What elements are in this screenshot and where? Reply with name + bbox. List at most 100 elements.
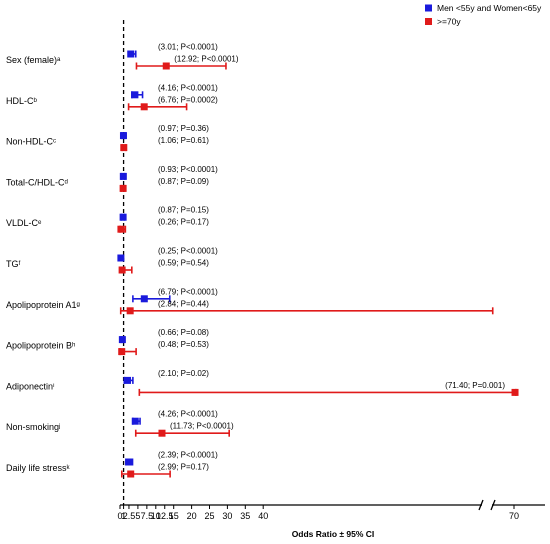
annotation-young-3: (0.93; P<0.0001) bbox=[158, 165, 218, 174]
estimate-old-2: (1.06; P=0.61) bbox=[120, 136, 209, 152]
row-label-9: Non-smokingʲ bbox=[6, 422, 60, 432]
annotation-old-2: (1.06; P=0.61) bbox=[158, 136, 209, 145]
plot-rows: Sex (female)ᵃ (3.01; P<0.0001) (12.92; P<0… bbox=[6, 20, 519, 505]
x-tick-label-6: 12.5 bbox=[156, 511, 174, 521]
legend-swatch-0 bbox=[425, 4, 432, 12]
annotation-young-10: (2.39; P<0.0001) bbox=[158, 451, 218, 460]
annotation-young-6: (6.79; P<0.0001) bbox=[158, 287, 218, 296]
x-tick-label-10: 30 bbox=[222, 511, 232, 521]
x-tick-label-5: 10 bbox=[151, 511, 161, 521]
row-label-7: Apolipoprotein Bʰ bbox=[6, 341, 76, 351]
estimate-young-8: (2.10; P=0.02) bbox=[123, 369, 209, 384]
axis-break-mark-1 bbox=[490, 499, 496, 511]
x-tick-label-11: 35 bbox=[240, 511, 250, 521]
estimate-young-7: (0.66; P=0.08) bbox=[118, 328, 209, 344]
point-old-5 bbox=[118, 266, 126, 274]
x-tick-label-3: 5 bbox=[135, 511, 140, 521]
estimate-young-6: (6.79; P<0.0001) bbox=[132, 287, 218, 303]
point-young-7 bbox=[118, 336, 126, 344]
legend-label-0: Men <55y and Women<65y bbox=[437, 3, 542, 13]
estimate-young-2: (0.97; P=0.36) bbox=[119, 124, 209, 140]
annotation-old-4: (0.26; P=0.17) bbox=[158, 218, 209, 227]
point-young-5 bbox=[117, 254, 125, 262]
legend: Men <55y and Women<65y >=70y bbox=[425, 3, 542, 27]
estimate-young-4: (0.87; P=0.15) bbox=[119, 206, 209, 221]
estimate-old-8: (71.40; P=0.001) bbox=[138, 381, 519, 396]
annotation-young-2: (0.97; P=0.36) bbox=[158, 124, 209, 133]
axis-break-mark-0 bbox=[478, 499, 484, 511]
estimate-old-7: (0.48; P=0.53) bbox=[118, 340, 209, 356]
annotation-old-1: (6.76; P=0.0002) bbox=[158, 95, 218, 104]
estimate-young-1: (4.16; P<0.0001) bbox=[131, 83, 218, 99]
point-young-2 bbox=[119, 132, 127, 140]
row-label-4: VLDL-Cᵉ bbox=[6, 218, 42, 228]
annotation-young-5: (0.25; P<0.0001) bbox=[158, 247, 218, 256]
legend-swatch-1 bbox=[425, 18, 432, 25]
point-old-4 bbox=[117, 225, 125, 233]
point-young-0 bbox=[127, 50, 135, 58]
legend-label-1: >=70y bbox=[437, 17, 461, 27]
annotation-old-9: (11.73; P<0.0001) bbox=[170, 422, 234, 431]
point-young-10 bbox=[125, 458, 133, 466]
row-label-8: Adiponectinⁱ bbox=[6, 381, 55, 391]
point-old-10 bbox=[127, 470, 135, 478]
point-young-6 bbox=[140, 295, 148, 303]
point-old-7 bbox=[118, 348, 126, 356]
estimate-old-6: (2.84; P=0.44) bbox=[119, 299, 494, 315]
annotation-young-1: (4.16; P<0.0001) bbox=[158, 83, 218, 92]
row-label-5: TGᶠ bbox=[6, 259, 21, 269]
estimate-old-5: (0.59; P=0.54) bbox=[118, 259, 209, 274]
annotation-young-9: (4.26; P<0.0001) bbox=[158, 410, 218, 419]
x-tick-label-12: 40 bbox=[258, 511, 268, 521]
point-young-4 bbox=[119, 213, 127, 221]
annotation-young-7: (0.66; P=0.08) bbox=[158, 328, 209, 337]
row-label-2: Non-HDL-Cᶜ bbox=[6, 137, 56, 147]
point-young-9 bbox=[131, 417, 139, 425]
point-old-8 bbox=[511, 388, 519, 396]
x-axis-title: Odds Ratio ± 95% CI bbox=[292, 529, 375, 539]
row-label-6: Apolipoprotein A1ᵍ bbox=[6, 300, 81, 310]
point-young-1 bbox=[131, 91, 139, 99]
x-tick-label-8: 20 bbox=[187, 511, 197, 521]
estimate-young-3: (0.93; P<0.0001) bbox=[119, 165, 218, 180]
point-old-0 bbox=[162, 62, 170, 70]
point-young-3 bbox=[119, 172, 127, 180]
estimate-old-10: (2.99; P=0.17) bbox=[120, 463, 209, 478]
x-tick-label-0: 0 bbox=[117, 511, 122, 521]
annotation-old-6: (2.84; P=0.44) bbox=[158, 299, 209, 308]
x-tick-label-9: 25 bbox=[204, 511, 214, 521]
point-old-6 bbox=[126, 307, 134, 315]
annotation-young-8: (2.10; P=0.02) bbox=[158, 369, 209, 378]
row-label-1: HDL-Cᵇ bbox=[6, 96, 38, 106]
point-old-2 bbox=[120, 144, 128, 152]
annotation-old-8: (71.40; P=0.001) bbox=[445, 381, 505, 390]
row-label-10: Daily life stressᵏ bbox=[6, 463, 71, 473]
estimate-young-5: (0.25; P<0.0001) bbox=[117, 247, 218, 262]
annotation-old-3: (0.87; P=0.09) bbox=[158, 177, 209, 186]
annotation-old-5: (0.59; P=0.54) bbox=[158, 259, 209, 268]
estimate-old-3: (0.87; P=0.09) bbox=[119, 177, 209, 192]
x-tick-label-2: 2.5 bbox=[123, 511, 136, 521]
estimate-young-9: (4.26; P<0.0001) bbox=[131, 410, 218, 425]
estimate-old-0: (12.92; P<0.0001) bbox=[135, 55, 239, 70]
annotation-old-0: (12.92; P<0.0001) bbox=[174, 55, 239, 64]
annotation-young-4: (0.87; P=0.15) bbox=[158, 206, 209, 215]
annotation-old-10: (2.99; P=0.17) bbox=[158, 463, 209, 472]
x-tick-label-13: 70 bbox=[509, 511, 519, 521]
estimate-old-1: (6.76; P=0.0002) bbox=[127, 95, 218, 111]
estimate-old-4: (0.26; P=0.17) bbox=[117, 218, 209, 233]
point-old-3 bbox=[119, 184, 127, 192]
annotation-young-0: (3.01; P<0.0001) bbox=[158, 43, 218, 52]
x-tick-label-1: 1 bbox=[121, 511, 126, 521]
point-young-8 bbox=[124, 376, 132, 384]
row-label-0: Sex (female)ᵃ bbox=[6, 55, 61, 65]
x-tick-label-4: 7.5 bbox=[141, 511, 154, 521]
row-label-3: Total-C/HDL-Cᵈ bbox=[6, 177, 69, 187]
estimate-old-9: (11.73; P<0.0001) bbox=[134, 422, 234, 437]
estimate-young-10: (2.39; P<0.0001) bbox=[125, 451, 218, 466]
point-old-9 bbox=[158, 429, 166, 437]
x-tick-label-7: 15 bbox=[169, 511, 179, 521]
point-old-1 bbox=[140, 103, 148, 111]
